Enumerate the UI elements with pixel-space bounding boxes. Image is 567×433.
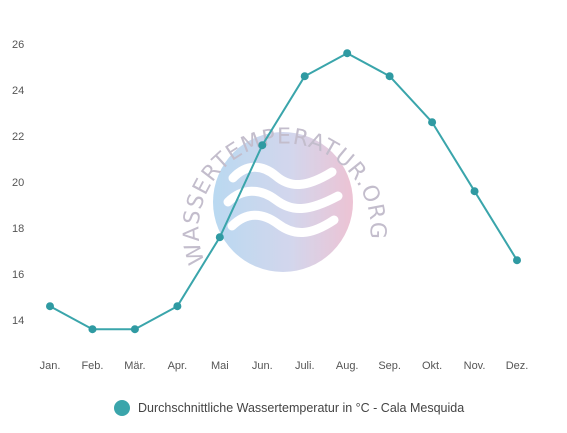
data-point[interactable] bbox=[88, 325, 97, 334]
y-tick-label: 22 bbox=[12, 131, 24, 143]
waves-logo-icon bbox=[223, 162, 343, 238]
x-tick-label: Apr. bbox=[168, 360, 188, 372]
x-tick-label: Sep. bbox=[378, 360, 401, 372]
data-point[interactable] bbox=[215, 233, 224, 242]
data-point[interactable] bbox=[173, 302, 182, 311]
data-point[interactable] bbox=[300, 72, 309, 81]
data-point[interactable] bbox=[343, 49, 352, 58]
data-point[interactable] bbox=[46, 302, 54, 311]
data-point[interactable] bbox=[385, 72, 394, 81]
x-tick-label: Jan. bbox=[40, 360, 61, 372]
data-point[interactable] bbox=[258, 141, 267, 150]
x-tick-label: Aug. bbox=[336, 360, 359, 372]
data-point[interactable] bbox=[428, 118, 437, 127]
legend-marker bbox=[114, 400, 130, 416]
data-point[interactable] bbox=[130, 325, 139, 334]
x-tick-label: Juli. bbox=[295, 360, 315, 372]
legend[interactable]: Durchschnittliche Wassertemperatur in °C… bbox=[114, 400, 464, 416]
y-axis: 14 16 18 20 22 24 26 bbox=[12, 39, 24, 327]
legend-label: Durchschnittliche Wassertemperatur in °C… bbox=[138, 401, 464, 415]
data-point[interactable] bbox=[513, 256, 521, 265]
x-tick-label: Nov. bbox=[464, 360, 486, 372]
data-point[interactable] bbox=[470, 187, 479, 196]
x-tick-label: Okt. bbox=[422, 360, 442, 372]
y-tick-label: 18 bbox=[12, 223, 24, 235]
series-area bbox=[46, 49, 521, 334]
y-tick-label: 14 bbox=[12, 315, 24, 327]
series-line bbox=[49, 52, 518, 331]
x-tick-label: Mär. bbox=[124, 360, 145, 372]
x-tick-label: Jun. bbox=[252, 360, 273, 372]
x-axis: Jan. Feb. Mär. Apr. Mai Jun. Juli. Aug. Sep. Okt.… bbox=[40, 360, 529, 372]
x-tick-label: Feb. bbox=[81, 360, 103, 372]
y-tick-label: 26 bbox=[12, 39, 24, 51]
x-tick-label: Dez. bbox=[506, 360, 529, 372]
y-tick-label: 24 bbox=[12, 85, 24, 97]
x-tick-label: Mai bbox=[211, 360, 229, 372]
y-tick-label: 16 bbox=[12, 269, 24, 281]
y-tick-label: 20 bbox=[12, 177, 24, 189]
